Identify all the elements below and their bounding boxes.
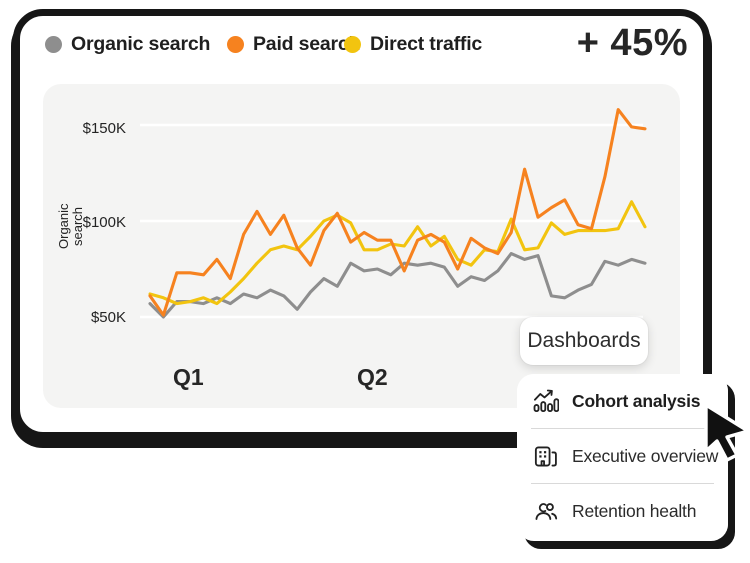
- legend-dot: [227, 35, 244, 53]
- cohort-analysis-icon: [532, 388, 559, 415]
- legend-dot: [344, 35, 361, 53]
- growth-percentage: + 45%: [576, 22, 688, 64]
- menu-item-retention-health[interactable]: Retention health: [517, 484, 728, 538]
- x-tick-q1: Q1: [173, 364, 204, 390]
- legend-label: Direct traffic: [370, 32, 483, 55]
- dashboards-button-label: Dashboards: [527, 329, 641, 352]
- legend-item-organic-search[interactable]: Organic search: [45, 32, 210, 56]
- y-tick-50k: $50K: [90, 309, 126, 326]
- dashboards-button[interactable]: Dashboards: [520, 317, 648, 365]
- menu-item-label: Retention health: [572, 500, 697, 521]
- menu-divider: [531, 483, 714, 484]
- legend-item-paid-search[interactable]: Paid search: [227, 32, 360, 56]
- menu-item-executive-overview[interactable]: Executive overview: [517, 429, 728, 483]
- dashboards-menu: Cohort analysis Executive overview: [517, 374, 728, 541]
- legend-dot: [45, 35, 62, 53]
- line-paid-search: [148, 108, 647, 317]
- chart-svg: [140, 108, 647, 319]
- legend-item-direct-traffic[interactable]: Direct traffic: [344, 32, 482, 56]
- retention-health-icon: [532, 498, 559, 525]
- y-tick-100k: $100K: [82, 214, 126, 231]
- menu-item-cohort-analysis[interactable]: Cohort analysis: [517, 374, 728, 428]
- line-direct-traffic: [148, 200, 647, 306]
- menu-item-label: Cohort analysis: [572, 390, 701, 411]
- legend-label: Paid search: [253, 32, 361, 55]
- line-organic-search: [148, 252, 647, 319]
- legend-label: Organic search: [71, 32, 211, 55]
- executive-overview-icon: [532, 443, 559, 470]
- menu-divider: [531, 428, 714, 429]
- menu-item-label: Executive overview: [572, 445, 719, 466]
- y-tick-150k: $150K: [82, 120, 126, 137]
- x-tick-q2: Q2: [357, 364, 388, 390]
